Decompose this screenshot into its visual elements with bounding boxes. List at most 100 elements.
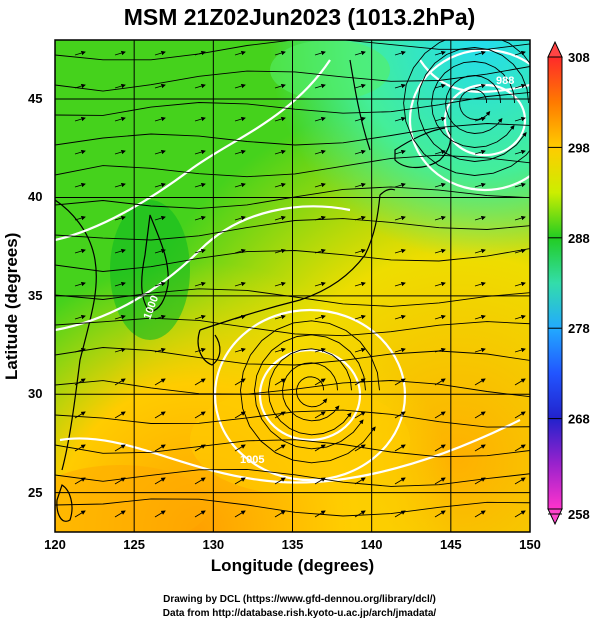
streamline (354, 347, 366, 353)
streamline (274, 116, 286, 122)
streamline (254, 334, 366, 450)
streamline (154, 477, 166, 485)
streamline (74, 281, 86, 287)
streamline (474, 149, 486, 155)
streamline (74, 215, 86, 221)
streamline (274, 411, 286, 419)
streamline (74, 378, 86, 386)
streamline (194, 314, 206, 320)
streamline (474, 477, 486, 485)
streamline (354, 83, 366, 89)
isobar-label: 988 (496, 75, 514, 87)
streamline (74, 510, 86, 518)
streamline (234, 215, 246, 221)
honshu-coast (199, 188, 396, 331)
streamline (234, 116, 246, 122)
streamline (354, 444, 366, 452)
streamline (234, 314, 246, 320)
streamline (74, 444, 86, 452)
streamline (274, 281, 286, 287)
streamline (431, 61, 516, 148)
streamline (394, 149, 406, 155)
streamline (314, 347, 326, 353)
hokkaido-coast (394, 127, 452, 169)
streamline (234, 411, 246, 419)
streamline (434, 444, 446, 452)
sakhalin-coast (349, 59, 371, 151)
streamline (234, 149, 246, 155)
streamline (194, 83, 206, 89)
plot-frame (54, 39, 531, 533)
streamline (474, 215, 486, 221)
streamline (194, 510, 206, 518)
streamline (194, 182, 206, 188)
streamline (474, 378, 486, 386)
streamline (274, 215, 286, 221)
streamline (354, 378, 366, 386)
streamline (434, 149, 446, 155)
streamline (434, 50, 446, 56)
streamline (55, 409, 530, 428)
streamline (314, 116, 326, 122)
streamline (474, 83, 486, 89)
streamline (354, 477, 366, 485)
streamline (274, 477, 286, 485)
streamline (354, 314, 366, 320)
streamline (354, 248, 366, 254)
streamline (434, 281, 446, 287)
streamline (55, 66, 530, 92)
y-tick-label: 40 (28, 189, 43, 205)
streamline (354, 50, 366, 56)
streamline (114, 411, 126, 419)
streamline (314, 182, 326, 188)
streamline (394, 281, 406, 287)
streamline (434, 477, 446, 485)
streamline (55, 218, 530, 241)
streamline (114, 215, 126, 221)
streamline (274, 182, 286, 188)
streamline (314, 149, 326, 155)
streamline (194, 347, 206, 353)
streamline (394, 347, 406, 353)
streamline (55, 380, 530, 398)
streamline (55, 123, 530, 146)
streamline (274, 378, 286, 386)
streamline (194, 378, 206, 386)
streamline (514, 444, 526, 452)
streamline (354, 411, 366, 419)
colorbar-top-triangle (547, 40, 563, 58)
streamline (268, 348, 352, 436)
streamline (434, 378, 446, 386)
streamline (114, 444, 126, 452)
streamline (274, 314, 286, 320)
streamline (234, 182, 246, 188)
streamline (154, 83, 166, 89)
streamline (394, 50, 406, 56)
streamline (114, 378, 126, 386)
streamline (154, 149, 166, 155)
streamline (474, 116, 486, 122)
x-axis-label: Longitude (degrees) (210, 556, 375, 575)
streamline (74, 83, 86, 89)
streamline (154, 444, 166, 452)
streamline (154, 510, 166, 518)
streamline (394, 182, 406, 188)
streamline (234, 477, 246, 485)
streamline (194, 411, 206, 419)
streamline (434, 215, 446, 221)
streamline (514, 215, 526, 221)
streamline (234, 83, 246, 89)
streamline (74, 50, 86, 56)
streamline (55, 40, 530, 61)
streamline (114, 248, 126, 254)
streamline (154, 50, 166, 56)
streamline (55, 248, 530, 272)
streamline (114, 83, 126, 89)
streamline (445, 75, 503, 134)
streamline (74, 182, 86, 188)
chart-title: MSM 21Z02Jun2023 (1013.2hPa) (123, 4, 476, 30)
streamline (114, 182, 126, 188)
streamline (55, 288, 530, 307)
colorbar-tick-label: 268 (568, 412, 590, 427)
x-tick-label: 135 (281, 537, 304, 552)
